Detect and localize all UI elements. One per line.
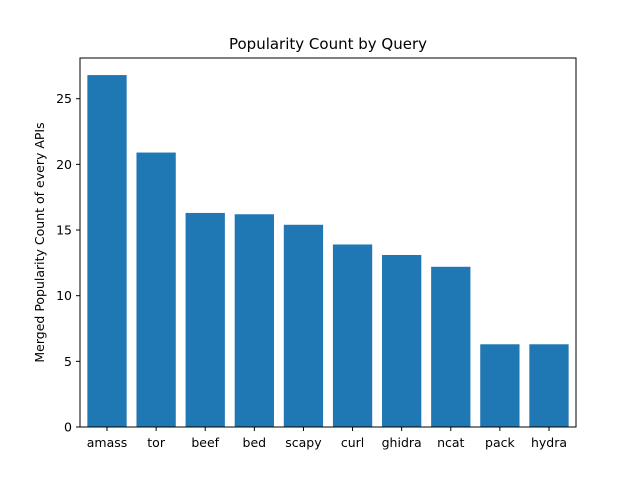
x-tick-label: scapy <box>285 435 322 450</box>
bar-tor <box>136 152 176 428</box>
x-axis-ticks: amass tor beef bed scapy curl ghidra ncat pack hy… <box>87 427 567 450</box>
x-tick-label: ncat <box>437 435 464 450</box>
bar-bed <box>234 214 274 427</box>
bar-beef <box>185 212 225 427</box>
chart-title: Popularity Count by Query <box>229 35 427 53</box>
y-axis-label: Merged Popularity Count of every APIs <box>32 122 47 362</box>
x-tick-label: curl <box>341 435 364 450</box>
x-tick-label: amass <box>87 435 128 450</box>
y-tick-label: 25 <box>56 91 72 106</box>
bar-ncat <box>431 266 471 427</box>
x-tick-label: hydra <box>531 435 567 450</box>
plot-frame <box>79 57 577 428</box>
bar-pack <box>480 344 520 427</box>
x-tick-label: pack <box>485 435 515 450</box>
y-tick-label: 10 <box>56 288 72 303</box>
bars-layer <box>87 75 569 428</box>
y-tick-label: 15 <box>56 223 72 238</box>
bar-scapy <box>283 224 324 427</box>
x-tick-label: tor <box>147 435 166 450</box>
x-tick-label: beef <box>191 435 219 450</box>
x-tick-label: ghidra <box>382 435 422 450</box>
y-tick-label: 20 <box>56 157 72 172</box>
bar-hydra <box>529 344 569 427</box>
x-tick-label: bed <box>243 435 267 450</box>
y-tick-label: 0 <box>64 420 72 435</box>
axes-layer <box>79 57 577 428</box>
bar-amass <box>87 75 127 428</box>
y-axis-ticks: 0 5 10 15 20 25 <box>56 91 80 435</box>
y-tick-label: 5 <box>64 354 72 369</box>
bar-curl <box>332 244 373 427</box>
bar-ghidra <box>382 254 422 427</box>
